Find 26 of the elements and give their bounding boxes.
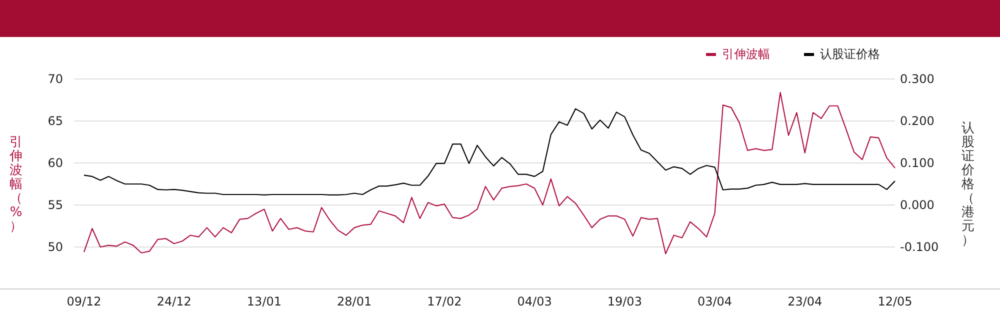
x-tick-label: 09/12 xyxy=(66,294,102,309)
x-tick-label: 13/01 xyxy=(246,294,282,309)
y2-tick-label: 0.000 xyxy=(900,198,934,212)
x-tick-label: 24/12 xyxy=(156,294,192,309)
y-tick-label: 65 xyxy=(48,114,63,128)
y2-tick-label: 0.200 xyxy=(900,114,934,128)
y-tick-label: 60 xyxy=(48,156,63,170)
x-tick-label: 12/05 xyxy=(878,294,912,309)
legend-label: 认股证价格 xyxy=(820,47,880,61)
text: 认股证价格（港元） xyxy=(962,121,974,248)
line-series xyxy=(83,92,896,254)
y-axis-title: 引伸波幅（%） xyxy=(8,135,22,234)
y2-tick-label: -0.100 xyxy=(900,240,939,254)
line-series xyxy=(83,108,896,196)
x-tick-label: 19/03 xyxy=(607,294,642,309)
y-tick-label: 55 xyxy=(48,198,63,212)
x-tick-label: 17/02 xyxy=(427,294,462,309)
x-tick-label: 04/03 xyxy=(517,294,552,309)
legend-label: 引伸波幅 xyxy=(722,47,770,61)
y2-tick-label: 0.100 xyxy=(900,156,934,170)
x-tick-label: 28/01 xyxy=(337,294,372,309)
y2-tick-label: 0.300 xyxy=(900,72,934,86)
y-tick-label: 70 xyxy=(48,72,63,86)
x-tick-label: 03/04 xyxy=(697,294,732,309)
x-tick-label: 23/04 xyxy=(788,294,822,309)
y-tick-label: 50 xyxy=(48,240,63,254)
